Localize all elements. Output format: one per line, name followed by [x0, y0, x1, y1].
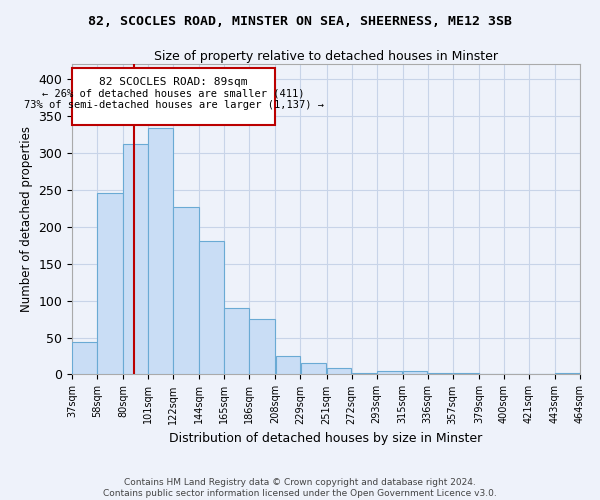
Bar	[275, 356, 300, 374]
Bar	[327, 368, 351, 374]
Bar	[97, 194, 123, 374]
Bar	[72, 342, 97, 374]
Bar	[250, 319, 275, 374]
Text: 82 SCOCLES ROAD: 89sqm: 82 SCOCLES ROAD: 89sqm	[100, 76, 248, 86]
Bar	[301, 364, 326, 374]
Bar	[199, 242, 224, 374]
Text: Contains HM Land Registry data © Crown copyright and database right 2024.
Contai: Contains HM Land Registry data © Crown c…	[103, 478, 497, 498]
Bar	[555, 373, 580, 374]
Title: Size of property relative to detached houses in Minster: Size of property relative to detached ho…	[154, 50, 498, 63]
Bar	[224, 308, 249, 374]
Bar	[580, 372, 600, 374]
Text: ← 26% of detached houses are smaller (411): ← 26% of detached houses are smaller (41…	[43, 88, 305, 99]
Text: 82, SCOCLES ROAD, MINSTER ON SEA, SHEERNESS, ME12 3SB: 82, SCOCLES ROAD, MINSTER ON SEA, SHEERN…	[88, 15, 512, 28]
Bar	[173, 208, 199, 374]
X-axis label: Distribution of detached houses by size in Minster: Distribution of detached houses by size …	[169, 432, 482, 445]
Bar	[428, 373, 452, 374]
Bar	[377, 371, 403, 374]
Bar	[403, 372, 427, 374]
Bar	[352, 373, 376, 374]
Bar	[148, 128, 173, 374]
Bar	[124, 144, 148, 374]
Bar	[453, 373, 479, 374]
Text: 73% of semi-detached houses are larger (1,137) →: 73% of semi-detached houses are larger (…	[23, 100, 323, 110]
FancyBboxPatch shape	[72, 68, 275, 126]
Y-axis label: Number of detached properties: Number of detached properties	[20, 126, 33, 312]
